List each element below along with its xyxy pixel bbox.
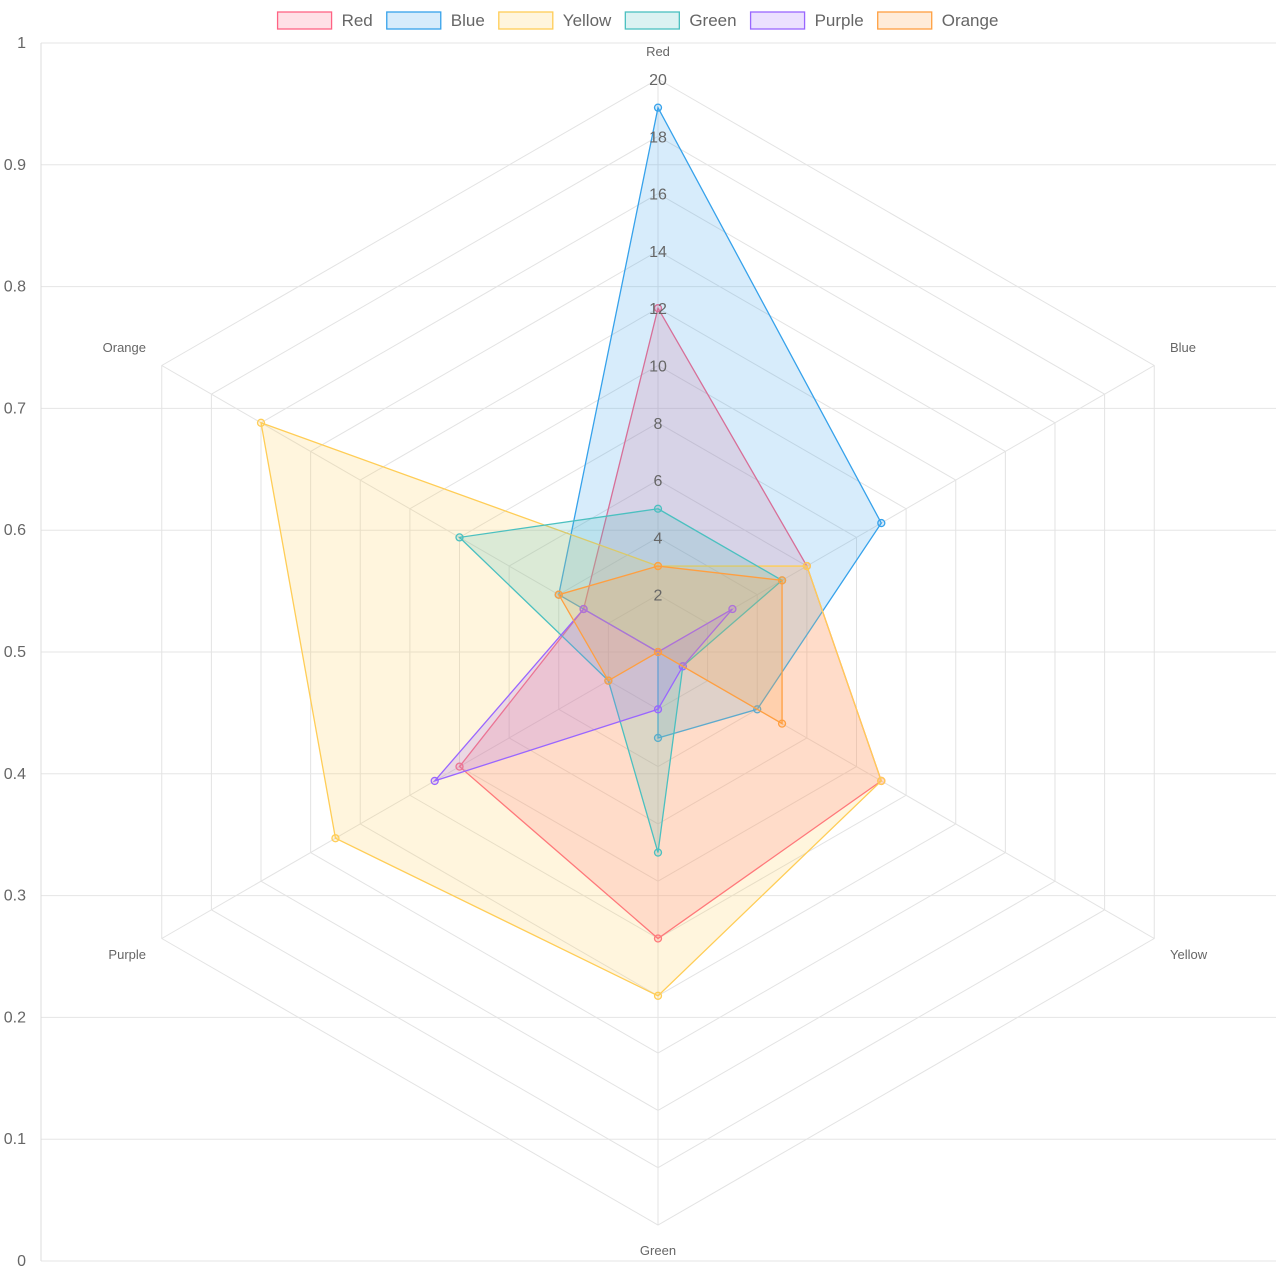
legend-label: Yellow bbox=[563, 11, 612, 30]
legend-swatch bbox=[386, 11, 442, 30]
data-point[interactable] bbox=[455, 762, 464, 771]
legend-swatch bbox=[749, 11, 806, 30]
y-tick-label: 0.5 bbox=[4, 644, 26, 661]
radial-tick-label: 4 bbox=[654, 530, 663, 547]
legend-swatch bbox=[624, 11, 680, 30]
data-point[interactable] bbox=[430, 776, 439, 786]
point-labels: Red Blue Yellow Green Purple Orange bbox=[103, 44, 1208, 1258]
legend-swatch bbox=[877, 11, 933, 30]
series-area-yellow bbox=[260, 421, 883, 997]
data-point[interactable] bbox=[653, 304, 663, 313]
legend-item-yellow[interactable]: Yellow bbox=[498, 11, 612, 30]
data-point[interactable] bbox=[653, 103, 663, 112]
legend-item-blue[interactable]: Blue bbox=[386, 11, 485, 30]
y-tick-label: 0.2 bbox=[4, 1009, 26, 1026]
legend-item-orange[interactable]: Orange bbox=[877, 11, 999, 30]
series-area-orange bbox=[557, 565, 783, 725]
radial-tick-label: 20 bbox=[649, 72, 667, 89]
legend-swatch bbox=[498, 11, 554, 30]
data-point[interactable] bbox=[604, 676, 613, 685]
legend-swatch bbox=[276, 11, 333, 30]
axis-point-label: Purple bbox=[108, 947, 146, 962]
data-point[interactable] bbox=[455, 533, 464, 542]
legend: Red Blue Yellow Green Purple Orange bbox=[276, 11, 999, 30]
y-tick-label: 0.3 bbox=[4, 888, 26, 905]
legend-label: Orange bbox=[942, 11, 999, 30]
data-point[interactable] bbox=[777, 576, 787, 585]
data-point[interactable] bbox=[802, 561, 812, 571]
radar-spoke bbox=[657, 365, 1155, 653]
data-point[interactable] bbox=[554, 590, 563, 599]
data-point[interactable] bbox=[653, 848, 663, 857]
y-tick-label: 1 bbox=[17, 35, 26, 52]
y-tick-label: 0.6 bbox=[4, 522, 26, 539]
y-tick-label: 0.7 bbox=[4, 400, 26, 417]
axis-point-label: Red bbox=[646, 44, 670, 59]
axis-point-label: Green bbox=[640, 1243, 676, 1258]
data-point[interactable] bbox=[728, 604, 737, 614]
data-point[interactable] bbox=[653, 733, 663, 743]
data-point[interactable] bbox=[777, 719, 787, 728]
radial-tick-label: 14 bbox=[649, 244, 667, 261]
y-tick-label: 0.4 bbox=[4, 766, 26, 783]
data-point[interactable] bbox=[653, 561, 663, 571]
legend-label: Red bbox=[342, 11, 373, 30]
radial-axis-ticks: 2 4 6 8 10 12 14 16 18 20 bbox=[649, 72, 667, 605]
datasets bbox=[256, 103, 886, 1000]
data-point[interactable] bbox=[653, 647, 663, 657]
legend-item-red[interactable]: Red bbox=[276, 11, 373, 30]
y-tick-label: 0.8 bbox=[4, 279, 26, 296]
data-point[interactable] bbox=[579, 604, 588, 614]
y-tick-label: 0 bbox=[17, 1253, 26, 1270]
axis-point-label: Yellow bbox=[1170, 947, 1208, 962]
data-point[interactable] bbox=[256, 418, 266, 427]
radial-tick-label: 12 bbox=[649, 301, 667, 318]
legend-label: Blue bbox=[451, 11, 485, 30]
y-tick-label: 0.9 bbox=[4, 157, 26, 174]
radial-tick-label: 2 bbox=[654, 588, 663, 605]
y-tick-label: 0.1 bbox=[4, 1131, 26, 1148]
legend-label: Green bbox=[689, 11, 736, 30]
data-point[interactable] bbox=[877, 776, 886, 786]
radial-tick-label: 8 bbox=[654, 416, 663, 433]
legend-item-purple[interactable]: Purple bbox=[749, 11, 864, 30]
data-point[interactable] bbox=[877, 518, 886, 528]
data-point[interactable] bbox=[331, 834, 340, 843]
radial-tick-label: 6 bbox=[654, 473, 663, 490]
radial-tick-label: 16 bbox=[649, 187, 667, 204]
legend-item-green[interactable]: Green bbox=[624, 11, 737, 30]
y-axis-ticks: 0 0.1 0.2 0.3 0.4 0.5 0.6 0.7 0.8 0.9 1 bbox=[4, 35, 26, 1270]
radar-spoke bbox=[161, 651, 659, 939]
data-point[interactable] bbox=[653, 705, 663, 714]
data-point[interactable] bbox=[653, 504, 663, 513]
axis-point-label: Blue bbox=[1170, 340, 1196, 355]
axis-point-label: Orange bbox=[103, 340, 146, 355]
radial-tick-label: 10 bbox=[649, 359, 667, 376]
data-point[interactable] bbox=[653, 991, 663, 1000]
radial-tick-label: 18 bbox=[649, 129, 667, 146]
legend-label: Purple bbox=[815, 11, 864, 30]
data-point[interactable] bbox=[653, 934, 663, 943]
